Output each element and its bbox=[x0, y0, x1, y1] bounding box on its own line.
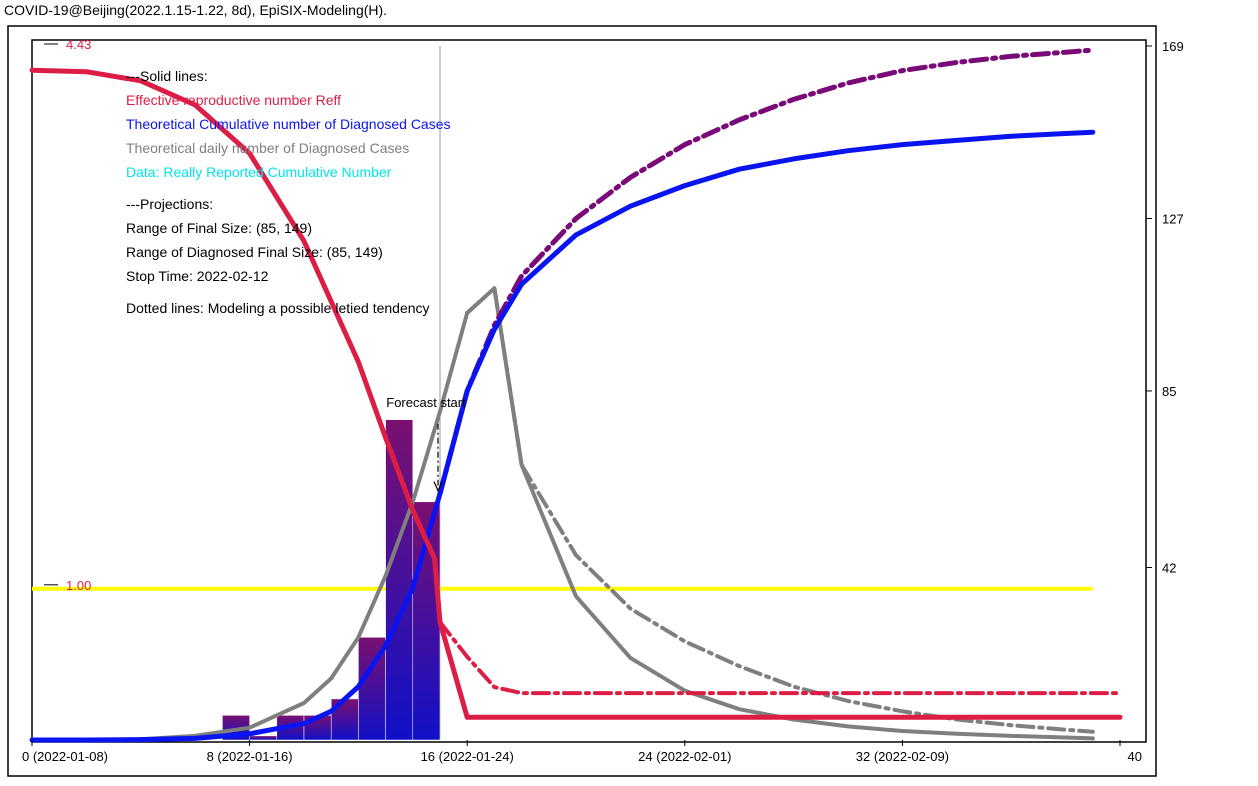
legend-reff: Effective reproductive number Reff bbox=[126, 92, 342, 108]
legend: ---Solid lines: Effective reproductive n… bbox=[126, 64, 451, 320]
legend-final-size: Range of Final Size: (85, 149) bbox=[126, 220, 312, 236]
x-tick-label: 32 (2022-02-09) bbox=[856, 749, 949, 764]
legend-cumulative: Theoretical Cumulative number of Diagnos… bbox=[126, 116, 451, 132]
y-right-tick-label: 42 bbox=[1162, 561, 1176, 576]
x-tick-label: 8 (2022-01-16) bbox=[207, 749, 293, 764]
cumulative-cases-line bbox=[29, 129, 1096, 743]
cumulative-projection-line bbox=[437, 47, 1096, 497]
forecast-arrowhead bbox=[433, 481, 443, 493]
legend-dotted-note: Dotted lines: Modeling a possible letied… bbox=[126, 300, 430, 316]
daily-projection-line bbox=[465, 286, 1095, 734]
x-tick-label: 16 (2022-01-24) bbox=[421, 749, 514, 764]
x-tick-label: 0 (2022-01-08) bbox=[22, 749, 108, 764]
legend-data: Data: Really Reported Cumulative Number bbox=[126, 164, 392, 180]
plot-frame bbox=[31, 39, 1147, 743]
chart-title: COVID-19@Beijing(2022.1.15-1.22, 8d), Ep… bbox=[4, 2, 388, 18]
y-right-tick-label: 169 bbox=[1162, 39, 1184, 54]
outer-frame bbox=[7, 25, 1157, 777]
legend-stop-time: Stop Time: 2022-02-12 bbox=[126, 268, 269, 284]
reff-tick-label: 1.00 bbox=[66, 578, 91, 593]
legend-solid-header: ---Solid lines: bbox=[126, 68, 208, 84]
daily-cases-line bbox=[30, 286, 1095, 742]
legend-diagnosed-final-size: Range of Diagnosed Final Size: (85, 149) bbox=[126, 244, 383, 260]
reff-tick-label: 4.43 bbox=[66, 37, 91, 52]
legend-daily: Theoretical daily number of Diagnosed Ca… bbox=[126, 140, 410, 156]
reff-projection-line bbox=[438, 620, 1122, 696]
y-right-tick-label: 127 bbox=[1162, 211, 1184, 226]
reff-line bbox=[29, 67, 1123, 720]
y-right-tick-label: 85 bbox=[1162, 384, 1176, 399]
x-tick-label: 40 bbox=[1128, 749, 1142, 764]
legend-projections-header: ---Projections: bbox=[126, 196, 214, 212]
data-bar bbox=[249, 735, 278, 741]
forecast-start-label: Forecast start bbox=[386, 395, 466, 410]
x-tick-label: 24 (2022-02-01) bbox=[638, 749, 731, 764]
